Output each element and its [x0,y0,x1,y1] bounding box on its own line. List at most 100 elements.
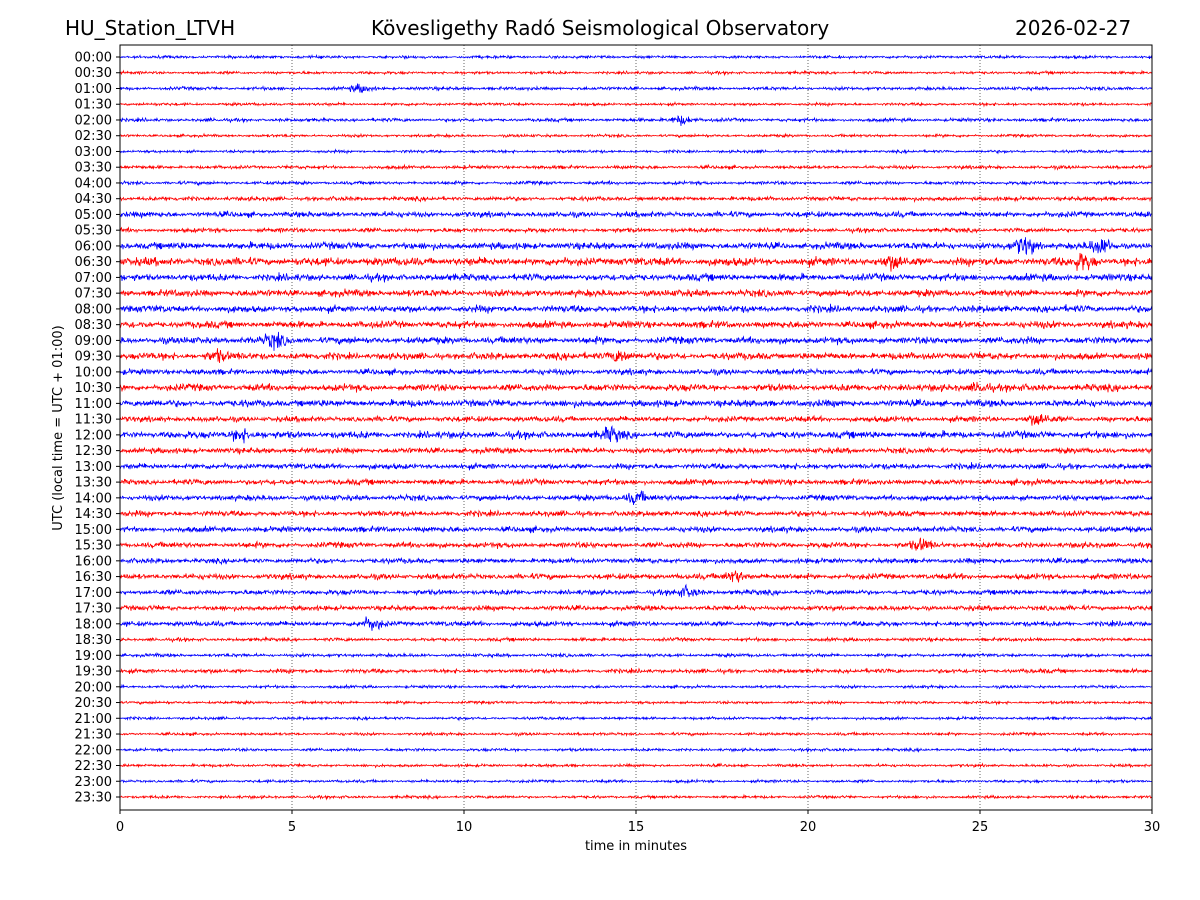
x-tick-label: 20 [800,820,817,835]
y-tick-label: 15:30 [75,539,112,554]
y-tick-label: 06:00 [75,239,112,254]
y-axis-label: UTC (local time = UTC + 01:00) [51,325,66,530]
y-tick-label: 17:00 [75,586,112,601]
y-tick-label: 14:00 [75,491,112,506]
trace-1230 [119,446,1153,456]
y-tick-label: 09:00 [75,334,112,349]
trace-1800 [119,616,1153,631]
y-tick-label: 21:30 [75,728,112,743]
y-tick-label: 01:00 [75,82,112,97]
y-tick-label: 09:30 [75,350,112,365]
y-tick-label: 16:30 [75,570,112,585]
y-tick-label: 21:00 [75,712,112,727]
trace-1600 [119,556,1153,566]
y-tick-label: 01:30 [75,98,112,113]
y-tick-label: 15:00 [75,523,112,538]
trace-1900 [119,651,1153,659]
y-tick-label: 18:30 [75,633,112,648]
y-tick-label: 19:30 [75,665,112,680]
trace-0100 [119,83,1153,94]
y-tick-label: 16:00 [75,554,112,569]
y-tick-label: 20:00 [75,680,112,695]
y-tick-label: 04:00 [75,176,112,191]
y-tick-label: 19:00 [75,649,112,664]
trace-1330 [119,477,1153,488]
y-tick-label: 05:30 [75,224,112,239]
y-tick-label: 04:30 [75,192,112,207]
trace-0000 [119,53,1153,61]
y-tick-label: 02:30 [75,129,112,144]
y-tick-label: 17:30 [75,602,112,617]
y-tick-label: 11:00 [75,397,112,412]
station-label: HU_Station_LTVH [65,16,236,40]
trace-1730 [119,603,1153,613]
trace-1930 [119,667,1153,676]
trace-2100 [119,715,1152,722]
y-tick-label: 10:00 [75,365,112,380]
trace-0530 [119,226,1153,235]
trace-0430 [119,194,1153,204]
trace-1500 [119,524,1153,535]
trace-0130 [119,101,1153,108]
trace-0830 [119,319,1153,330]
trace-2130 [119,730,1153,737]
y-tick-label: 07:00 [75,271,112,286]
y-tick-label: 03:00 [75,145,112,160]
y-tick-label: 05:00 [75,208,112,223]
x-tick-label: 10 [456,820,473,835]
date-label: 2026-02-27 [1015,16,1132,40]
y-tick-label: 00:30 [75,66,112,81]
y-tick-label: 02:00 [75,113,112,128]
trace-0200 [119,115,1153,127]
trace-0800 [119,303,1153,314]
trace-0930 [119,348,1153,364]
trace-1130 [119,414,1153,426]
trace-1200 [119,425,1153,444]
y-tick-label: 22:30 [75,759,112,774]
y-tick-label: 12:00 [75,428,112,443]
y-tick-label: 08:30 [75,318,112,333]
y-tick-label: 08:00 [75,302,112,317]
trace-0630 [119,252,1153,272]
x-tick-label: 0 [116,820,124,835]
trace-0600 [119,237,1153,256]
trace-0700 [119,272,1153,283]
plot-frame [119,44,1153,811]
y-tick-label: 12:30 [75,444,112,459]
trace-1530 [119,537,1153,551]
y-tick-label: 10:30 [75,381,112,396]
x-tick-label: 15 [628,820,645,835]
y-tick-label: 18:00 [75,617,112,632]
y-tick-label: 06:30 [75,255,112,270]
trace-0730 [119,288,1153,299]
trace-2200 [119,746,1152,753]
chart-title: Kövesligethy Radó Seismological Observat… [371,16,830,40]
y-tick-label: 22:00 [75,743,112,758]
trace-0230 [119,132,1153,139]
trace-2230 [119,762,1153,769]
trace-2300 [119,778,1153,785]
trace-2000 [119,683,1153,690]
y-tick-label: 23:30 [75,791,112,806]
y-tick-label: 13:30 [75,476,112,491]
y-tick-label: 14:30 [75,507,112,522]
trace-2330 [119,793,1153,801]
trace-0500 [119,209,1153,220]
trace-2030 [119,699,1153,706]
trace-0400 [119,179,1153,187]
x-axis-label: time in minutes [585,839,687,854]
x-tick-label: 5 [288,820,296,835]
trace-1030 [119,381,1153,393]
trace-1100 [119,398,1153,409]
trace-0300 [119,148,1153,155]
y-tick-label: 03:30 [75,161,112,176]
x-tick-label: 25 [972,820,989,835]
trace-0330 [119,163,1153,171]
trace-0030 [119,69,1153,77]
trace-0900 [119,331,1153,351]
trace-1400 [119,489,1153,506]
y-tick-label: 07:30 [75,287,112,302]
y-tick-label: 23:00 [75,775,112,790]
trace-1000 [119,367,1153,377]
